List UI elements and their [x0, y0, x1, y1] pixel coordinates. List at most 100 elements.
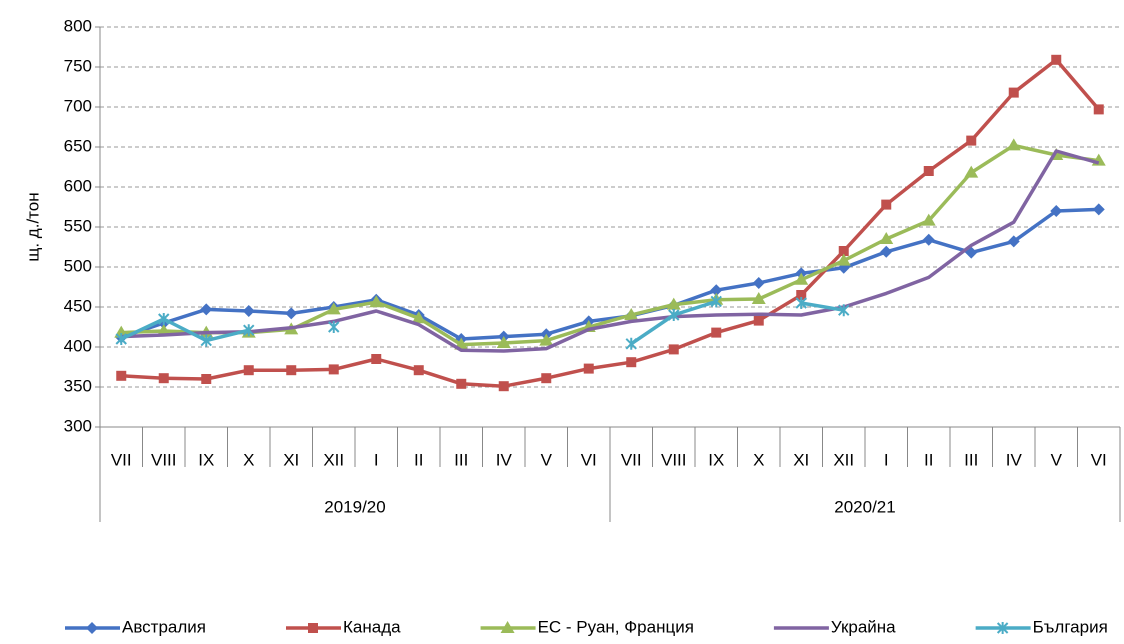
marker	[1007, 235, 1020, 248]
series-line	[121, 58, 1101, 388]
marker	[158, 373, 169, 384]
y-tick-label: 350	[64, 376, 92, 395]
y-tick-label: 300	[64, 416, 92, 435]
x-tick-label: VI	[581, 450, 597, 469]
marker	[624, 308, 639, 320]
marker	[966, 135, 977, 146]
marker	[158, 313, 170, 325]
marker	[371, 354, 382, 364]
x-tick-label: IV	[496, 450, 513, 469]
x-tick-label: VII	[621, 450, 642, 469]
marker	[922, 233, 935, 246]
series-line	[121, 149, 1100, 353]
marker	[328, 321, 340, 333]
marker	[369, 295, 384, 308]
marker	[539, 333, 554, 346]
y-tick-label: 650	[64, 136, 92, 155]
y-tick-label: 550	[64, 216, 92, 235]
marker	[1051, 54, 1062, 65]
marker	[285, 307, 298, 320]
y-axis-label: щ. д./тон	[23, 192, 42, 261]
x-tick-label: X	[753, 450, 764, 469]
legend-label: Австралия	[122, 617, 206, 636]
marker	[541, 373, 552, 384]
marker	[242, 305, 255, 317]
x-tick-label: VI	[1091, 450, 1107, 469]
series-line	[800, 301, 845, 312]
marker	[1093, 104, 1104, 115]
marker	[496, 336, 511, 348]
marker	[753, 315, 764, 326]
marker	[498, 381, 509, 392]
x-tick-label: XI	[283, 450, 299, 469]
marker	[626, 357, 637, 368]
marker	[752, 277, 765, 289]
marker	[666, 297, 681, 310]
y-tick-label: 500	[64, 256, 92, 275]
group-label: 2020/21	[834, 497, 895, 516]
marker	[411, 311, 426, 324]
marker	[751, 292, 766, 304]
x-tick-label: VIII	[661, 450, 687, 469]
x-tick-label: III	[964, 450, 978, 469]
marker	[1050, 205, 1063, 217]
x-tick-label: X	[243, 450, 254, 469]
y-tick-label: 800	[64, 16, 92, 35]
x-tick-label: I	[884, 450, 889, 469]
marker	[583, 363, 594, 374]
legend-label: България	[1033, 617, 1108, 636]
marker	[921, 213, 936, 226]
legend-label: Украйна	[831, 617, 896, 636]
marker	[328, 364, 339, 375]
series-line	[120, 207, 1099, 341]
y-tick-label: 600	[64, 176, 92, 195]
marker	[996, 622, 1009, 634]
x-tick-label: VII	[111, 450, 132, 469]
marker	[1006, 138, 1021, 151]
y-tick-label: 700	[64, 96, 92, 115]
marker	[200, 303, 213, 316]
y-tick-label: 750	[64, 56, 92, 75]
x-tick-label: V	[1051, 450, 1063, 469]
x-tick-label: XII	[323, 450, 344, 469]
marker	[286, 365, 297, 376]
marker	[668, 344, 679, 355]
marker	[711, 327, 722, 338]
marker	[1092, 203, 1105, 216]
marker	[1008, 87, 1019, 98]
marker	[500, 621, 515, 633]
marker	[201, 374, 212, 384]
x-tick-label: VIII	[151, 450, 177, 469]
marker	[413, 365, 424, 376]
marker	[879, 232, 894, 244]
marker	[923, 166, 934, 176]
marker	[838, 304, 850, 317]
marker	[794, 272, 809, 285]
y-tick-label: 450	[64, 296, 92, 315]
marker	[456, 378, 467, 389]
series-line	[121, 143, 1099, 347]
marker	[880, 245, 893, 258]
y-tick-label: 400	[64, 336, 92, 355]
x-tick-label: II	[414, 450, 423, 469]
x-tick-label: IV	[1006, 450, 1023, 469]
marker	[796, 290, 807, 300]
marker	[836, 253, 851, 266]
marker	[308, 623, 318, 633]
marker	[243, 324, 255, 337]
x-tick-label: XI	[793, 450, 809, 469]
marker	[795, 297, 807, 309]
marker	[115, 333, 127, 345]
marker	[156, 324, 171, 336]
marker	[710, 295, 722, 308]
marker	[86, 622, 98, 634]
x-tick-label: IX	[708, 450, 724, 469]
series-line	[120, 317, 250, 343]
marker	[243, 365, 254, 376]
marker	[326, 302, 341, 315]
legend-label: ЕС - Руан, Франция	[538, 617, 694, 636]
group-label: 2019/20	[324, 497, 385, 516]
x-tick-label: III	[454, 450, 468, 469]
marker	[116, 370, 127, 381]
